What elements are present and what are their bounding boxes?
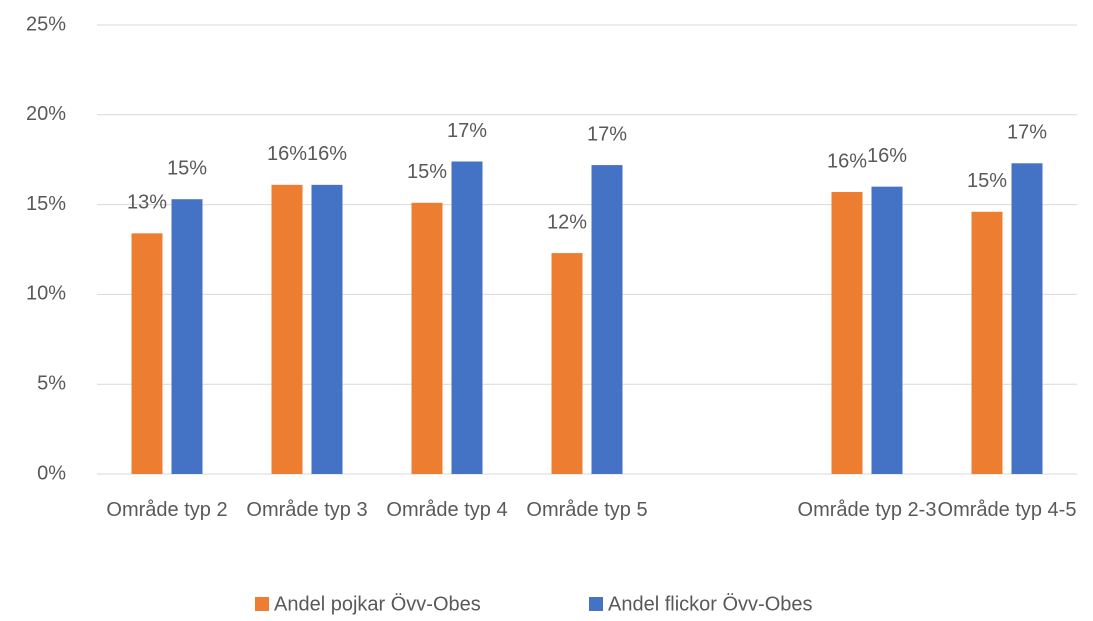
data-label: 17% xyxy=(1007,122,1047,144)
x-tick-label: Område typ 2 xyxy=(106,499,228,521)
y-tick-label: 0% xyxy=(37,462,66,484)
bar xyxy=(171,199,203,474)
bar xyxy=(311,184,343,474)
y-tick-label: 20% xyxy=(26,103,66,125)
data-label: 16% xyxy=(867,145,907,167)
bar xyxy=(551,253,583,474)
bar xyxy=(971,211,1003,474)
bar xyxy=(871,186,903,474)
legend-label: Andel pojkar Övv-Obes xyxy=(274,593,481,615)
data-label: 16% xyxy=(307,143,347,165)
data-label: 13% xyxy=(127,192,167,214)
y-tick-label: 5% xyxy=(37,372,66,394)
data-label: 16% xyxy=(267,143,307,165)
x-tick-label: Område typ 5 xyxy=(526,499,648,521)
bar xyxy=(831,192,863,474)
legend-swatch xyxy=(589,597,603,611)
bar xyxy=(271,184,303,474)
data-label: 17% xyxy=(587,123,627,145)
bar xyxy=(451,161,483,474)
bar xyxy=(411,202,443,474)
y-tick-label: 15% xyxy=(26,193,66,215)
data-label: 12% xyxy=(547,211,587,233)
legend-swatch xyxy=(255,597,269,611)
data-label: 17% xyxy=(447,120,487,142)
y-tick-label: 10% xyxy=(26,283,66,305)
y-tick-label: 25% xyxy=(26,13,66,35)
bar xyxy=(131,233,163,474)
data-label: 15% xyxy=(407,161,447,183)
x-tick-label: Område typ 4 xyxy=(386,499,508,521)
bar xyxy=(591,165,623,474)
bar xyxy=(1011,163,1043,475)
x-tick-label: Område typ 2-3 xyxy=(797,499,937,521)
data-label: 15% xyxy=(167,157,207,179)
x-tick-label: Område typ 3 xyxy=(246,499,368,521)
x-tick-label: Område typ 4-5 xyxy=(937,499,1077,521)
data-label: 15% xyxy=(967,170,1007,192)
legend-label: Andel flickor Övv-Obes xyxy=(608,593,813,615)
data-label: 16% xyxy=(827,150,867,172)
